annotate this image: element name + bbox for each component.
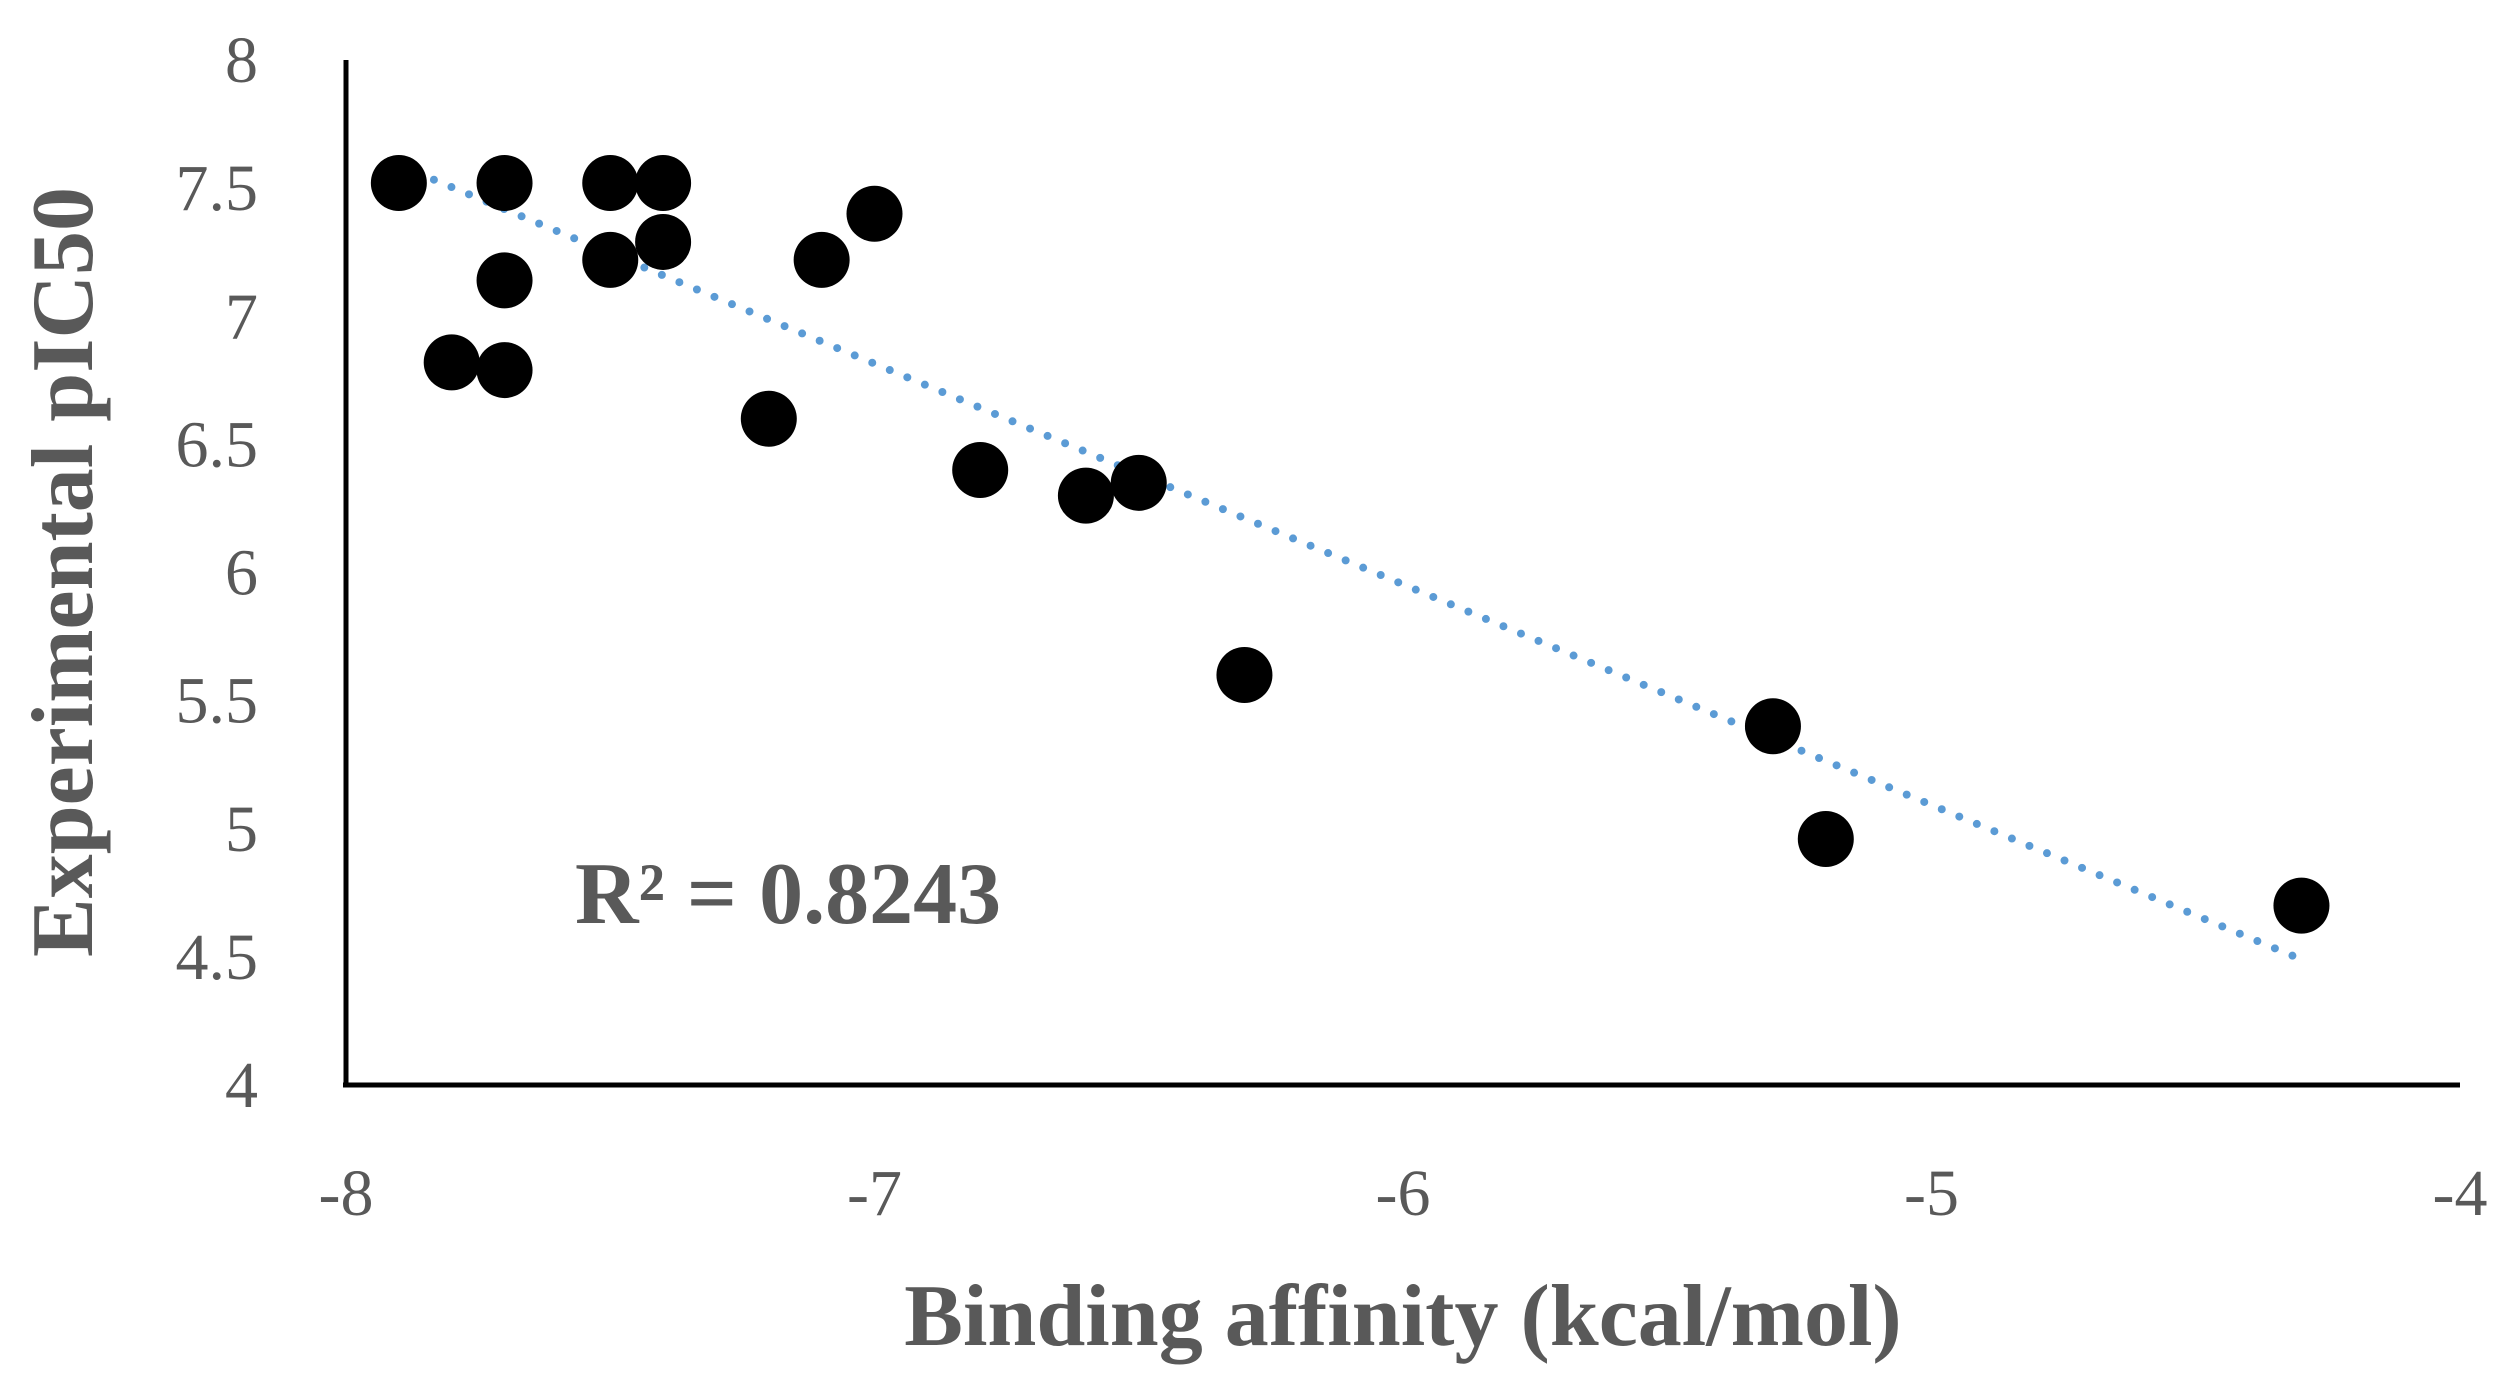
- data-point: [952, 442, 1009, 498]
- x-tick-label: -5: [1904, 1157, 1959, 1230]
- y-tick-label: 5.5: [176, 665, 259, 738]
- y-tick-label: 6: [225, 537, 258, 610]
- trendline-layer: [394, 161, 2306, 964]
- y-tick-label: 8: [225, 24, 258, 97]
- data-point: [793, 231, 850, 288]
- data-point: [635, 155, 692, 211]
- data-point: [1057, 467, 1114, 524]
- y-tick-label: 7.5: [176, 152, 259, 225]
- points-layer: [370, 155, 2330, 934]
- x-tick-label: -7: [847, 1157, 902, 1230]
- data-point: [1797, 811, 1854, 867]
- data-point: [582, 231, 639, 288]
- x-tick-label: -4: [2433, 1157, 2488, 1230]
- x-tick-label: -6: [1376, 1157, 1431, 1230]
- data-point: [2273, 877, 2330, 934]
- data-point: [423, 334, 480, 391]
- x-tick-label: -8: [319, 1157, 374, 1230]
- y-tick-label: 6.5: [176, 408, 259, 481]
- trendline: [394, 161, 2306, 964]
- data-point: [1110, 454, 1167, 511]
- data-point: [740, 390, 797, 447]
- r-squared-label: R² = 0.8243: [575, 846, 1001, 943]
- data-point: [635, 213, 692, 270]
- data-point: [846, 185, 903, 242]
- y-axis-title: Experimental pIC50: [15, 187, 112, 957]
- data-point: [476, 342, 533, 399]
- data-point: [582, 155, 639, 211]
- data-point: [1216, 647, 1273, 703]
- x-tick-labels: -8 -7 -6 -5 -4: [319, 1157, 2488, 1230]
- y-tick-label: 4.5: [176, 921, 259, 994]
- data-point: [476, 155, 533, 211]
- data-point: [370, 155, 427, 211]
- y-tick-label: 4: [225, 1049, 258, 1122]
- x-axis-title: Binding affinity (kcal/mol): [904, 1268, 1901, 1365]
- y-tick-label: 5: [225, 793, 258, 866]
- data-point: [476, 252, 533, 309]
- data-point: [1744, 698, 1801, 755]
- y-tick-label: 7: [225, 280, 258, 353]
- y-tick-labels: 4 4.5 5 5.5 6 6.5 7 7.5 8: [176, 24, 259, 1122]
